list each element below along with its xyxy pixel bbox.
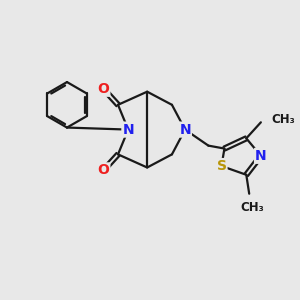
Text: O: O [98,82,110,96]
Text: CH₃: CH₃ [240,201,264,214]
Text: CH₃: CH₃ [271,113,295,126]
Text: S: S [217,159,226,173]
Text: N: N [179,123,191,136]
Text: O: O [98,164,110,177]
Text: N: N [255,149,267,163]
Text: N: N [122,123,134,136]
